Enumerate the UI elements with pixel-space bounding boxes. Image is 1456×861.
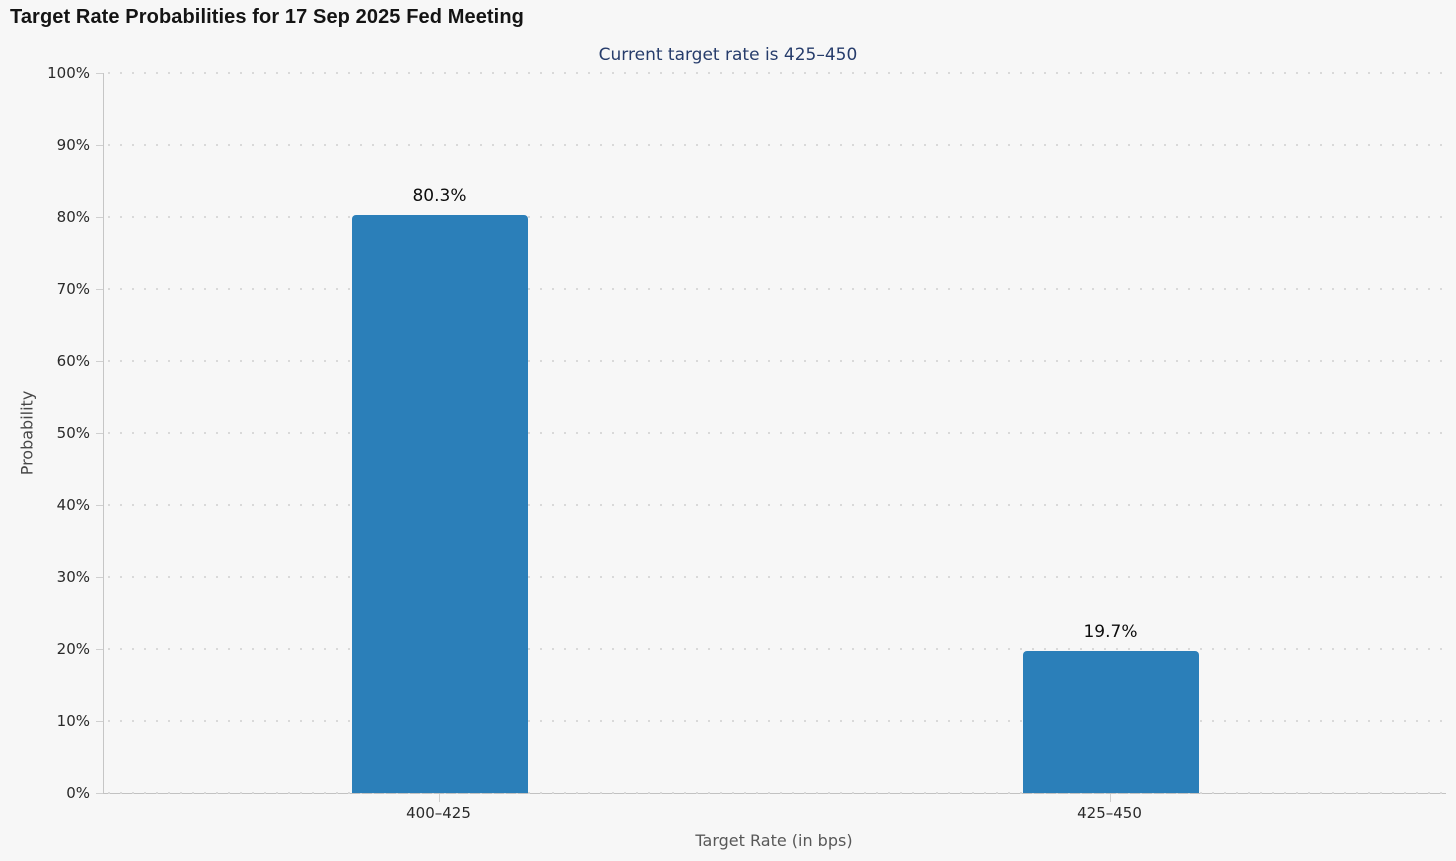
- gridline: [108, 720, 1446, 722]
- y-tick-label: 40%: [56, 496, 90, 514]
- y-tick-label: 70%: [56, 280, 90, 298]
- x-axis-tick: [438, 794, 440, 802]
- y-axis-tick: [96, 433, 103, 434]
- y-tick-label: 0%: [66, 784, 90, 802]
- plot-area: 80.3% 19.7%: [103, 72, 1446, 794]
- y-tick-label: 20%: [56, 640, 90, 658]
- y-tick-label: 30%: [56, 568, 90, 586]
- gridline: [108, 576, 1446, 578]
- gridline: [108, 216, 1446, 218]
- bar-value-label: 80.3%: [412, 185, 467, 206]
- y-axis-tick: [96, 361, 103, 362]
- x-axis-tick: [1109, 794, 1111, 802]
- y-tick-label: 100%: [47, 64, 90, 82]
- gridline: [108, 360, 1446, 362]
- y-axis-tick: [96, 649, 103, 650]
- chart-subtitle: Current target rate is 425–450: [598, 45, 858, 65]
- x-tick-label: 425–450: [1077, 804, 1142, 822]
- y-axis-tick: [96, 505, 103, 506]
- x-tick-label: 400–425: [406, 804, 471, 822]
- y-axis-tick: [96, 217, 103, 218]
- gridline: [108, 504, 1446, 506]
- y-tick-label: 60%: [56, 352, 90, 370]
- y-tick-label: 80%: [56, 208, 90, 226]
- gridline: [108, 72, 1446, 74]
- y-axis-tick: [96, 721, 103, 722]
- gridline: [108, 144, 1446, 146]
- y-axis-tick: [96, 289, 103, 290]
- gridline: [108, 648, 1446, 650]
- bar-value-label: 19.7%: [1083, 622, 1138, 643]
- y-tick-label: 90%: [56, 136, 90, 154]
- y-axis-tick: [96, 73, 103, 74]
- y-tick-label: 50%: [56, 424, 90, 442]
- bar-425-450: [1022, 651, 1199, 793]
- y-axis-tick: [96, 577, 103, 578]
- gridline: [108, 288, 1446, 290]
- bar-400-425: [351, 214, 528, 793]
- gridline: [108, 432, 1446, 434]
- y-axis-tick: [96, 145, 103, 146]
- y-tick-label: 10%: [56, 712, 90, 730]
- x-axis-title: Target Rate (in bps): [695, 831, 853, 850]
- gridline: [108, 792, 1446, 794]
- chart-title: Target Rate Probabilities for 17 Sep 202…: [10, 6, 524, 28]
- y-axis-tick: [96, 793, 103, 794]
